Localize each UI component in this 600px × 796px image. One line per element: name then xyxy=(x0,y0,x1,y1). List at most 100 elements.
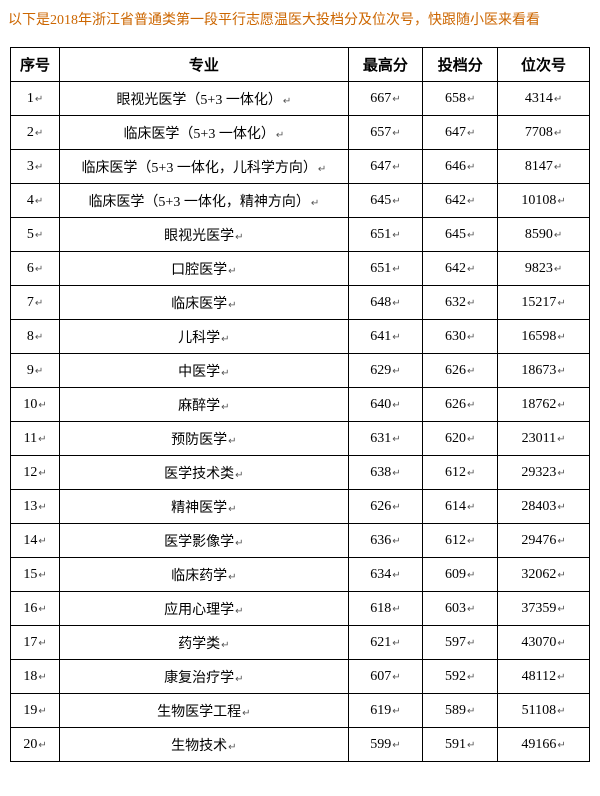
cell-value: 607 xyxy=(370,669,391,684)
cell-value: 609 xyxy=(445,567,466,582)
cell-value: 17 xyxy=(23,635,37,650)
cell-rank: 49166↵ xyxy=(498,728,590,762)
cell-value: 8590 xyxy=(525,227,553,242)
return-marker-icon: ↵ xyxy=(557,298,565,309)
return-marker-icon: ↵ xyxy=(557,706,565,717)
cell-score: 589↵ xyxy=(423,694,498,728)
return-marker-icon: ↵ xyxy=(392,264,400,275)
cell-high: 641↵ xyxy=(348,320,423,354)
cell-value: 651 xyxy=(370,261,391,276)
cell-score: 646↵ xyxy=(423,150,498,184)
return-marker-icon: ↵ xyxy=(38,468,46,479)
cell-high: 657↵ xyxy=(348,116,423,150)
return-marker-icon: ↵ xyxy=(557,400,565,411)
cell-seq: 2↵ xyxy=(11,116,60,150)
return-marker-icon: ↵ xyxy=(228,266,236,277)
cell-major: 精神医学↵ xyxy=(60,490,348,524)
return-marker-icon: ↵ xyxy=(228,742,236,753)
cell-value: 14 xyxy=(23,533,37,548)
cell-seq: 16↵ xyxy=(11,592,60,626)
cell-value: 眼视光医学（5+3 一体化） xyxy=(116,93,281,108)
cell-seq: 11↵ xyxy=(11,422,60,456)
header-score: 投档分 xyxy=(423,48,498,82)
return-marker-icon: ↵ xyxy=(557,468,565,479)
cell-seq: 1↵ xyxy=(11,82,60,116)
return-marker-icon: ↵ xyxy=(467,332,475,343)
cell-value: 612 xyxy=(445,465,466,480)
cell-value: 药学类 xyxy=(178,637,220,652)
cell-value: 10108 xyxy=(521,193,556,208)
cell-value: 口腔医学 xyxy=(171,263,227,278)
cell-seq: 17↵ xyxy=(11,626,60,660)
return-marker-icon: ↵ xyxy=(38,570,46,581)
return-marker-icon: ↵ xyxy=(467,672,475,683)
cell-value: 657 xyxy=(370,125,391,140)
cell-value: 5 xyxy=(27,227,34,242)
cell-value: 645 xyxy=(445,227,466,242)
cell-value: 642 xyxy=(445,193,466,208)
return-marker-icon: ↵ xyxy=(557,196,565,207)
cell-value: 18 xyxy=(23,669,37,684)
return-marker-icon: ↵ xyxy=(554,230,562,241)
cell-value: 16598 xyxy=(521,329,556,344)
return-marker-icon: ↵ xyxy=(557,570,565,581)
return-marker-icon: ↵ xyxy=(392,604,400,615)
cell-score: 603↵ xyxy=(423,592,498,626)
cell-value: 592 xyxy=(445,669,466,684)
cell-major: 药学类↵ xyxy=(60,626,348,660)
cell-seq: 3↵ xyxy=(11,150,60,184)
cell-value: 636 xyxy=(370,533,391,548)
table-row: 5↵眼视光医学↵651↵645↵8590↵ xyxy=(11,218,590,252)
return-marker-icon: ↵ xyxy=(311,198,319,209)
return-marker-icon: ↵ xyxy=(554,264,562,275)
cell-major: 临床医学（5+3 一体化，儿科学方向）↵ xyxy=(60,150,348,184)
cell-value: 临床医学（5+3 一体化，精神方向） xyxy=(88,195,309,210)
return-marker-icon: ↵ xyxy=(283,96,291,107)
cell-value: 647 xyxy=(370,159,391,174)
cell-value: 629 xyxy=(370,363,391,378)
cell-value: 591 xyxy=(445,737,466,752)
cell-seq: 14↵ xyxy=(11,524,60,558)
cell-high: 667↵ xyxy=(348,82,423,116)
table-row: 18↵康复治疗学↵607↵592↵48112↵ xyxy=(11,660,590,694)
cell-major: 眼视光医学（5+3 一体化）↵ xyxy=(60,82,348,116)
cell-major: 生物技术↵ xyxy=(60,728,348,762)
cell-rank: 7708↵ xyxy=(498,116,590,150)
header-seq: 序号 xyxy=(11,48,60,82)
cell-seq: 9↵ xyxy=(11,354,60,388)
return-marker-icon: ↵ xyxy=(557,332,565,343)
table-body: 1↵眼视光医学（5+3 一体化）↵667↵658↵4314↵2↵临床医学（5+3… xyxy=(11,82,590,762)
return-marker-icon: ↵ xyxy=(467,400,475,411)
cell-value: 8 xyxy=(27,329,34,344)
cell-value: 618 xyxy=(370,601,391,616)
cell-value: 16 xyxy=(23,601,37,616)
return-marker-icon: ↵ xyxy=(235,232,243,243)
return-marker-icon: ↵ xyxy=(467,570,475,581)
return-marker-icon: ↵ xyxy=(35,128,43,139)
cell-value: 麻醉学 xyxy=(178,399,220,414)
cell-value: 641 xyxy=(370,329,391,344)
return-marker-icon: ↵ xyxy=(557,672,565,683)
return-marker-icon: ↵ xyxy=(38,536,46,547)
cell-major: 医学影像学↵ xyxy=(60,524,348,558)
return-marker-icon: ↵ xyxy=(392,672,400,683)
cell-major: 预防医学↵ xyxy=(60,422,348,456)
cell-value: 10 xyxy=(23,397,37,412)
cell-score: 626↵ xyxy=(423,354,498,388)
cell-rank: 28403↵ xyxy=(498,490,590,524)
cell-value: 29323 xyxy=(521,465,556,480)
cell-value: 646 xyxy=(445,159,466,174)
cell-rank: 8147↵ xyxy=(498,150,590,184)
return-marker-icon: ↵ xyxy=(38,400,46,411)
cell-rank: 37359↵ xyxy=(498,592,590,626)
table-row: 12↵医学技术类↵638↵612↵29323↵ xyxy=(11,456,590,490)
cell-value: 642 xyxy=(445,261,466,276)
return-marker-icon: ↵ xyxy=(392,94,400,105)
table-row: 14↵医学影像学↵636↵612↵29476↵ xyxy=(11,524,590,558)
return-marker-icon: ↵ xyxy=(392,298,400,309)
table-row: 3↵临床医学（5+3 一体化，儿科学方向）↵647↵646↵8147↵ xyxy=(11,150,590,184)
cell-rank: 43070↵ xyxy=(498,626,590,660)
return-marker-icon: ↵ xyxy=(35,298,43,309)
return-marker-icon: ↵ xyxy=(467,128,475,139)
cell-value: 51108 xyxy=(522,703,556,718)
